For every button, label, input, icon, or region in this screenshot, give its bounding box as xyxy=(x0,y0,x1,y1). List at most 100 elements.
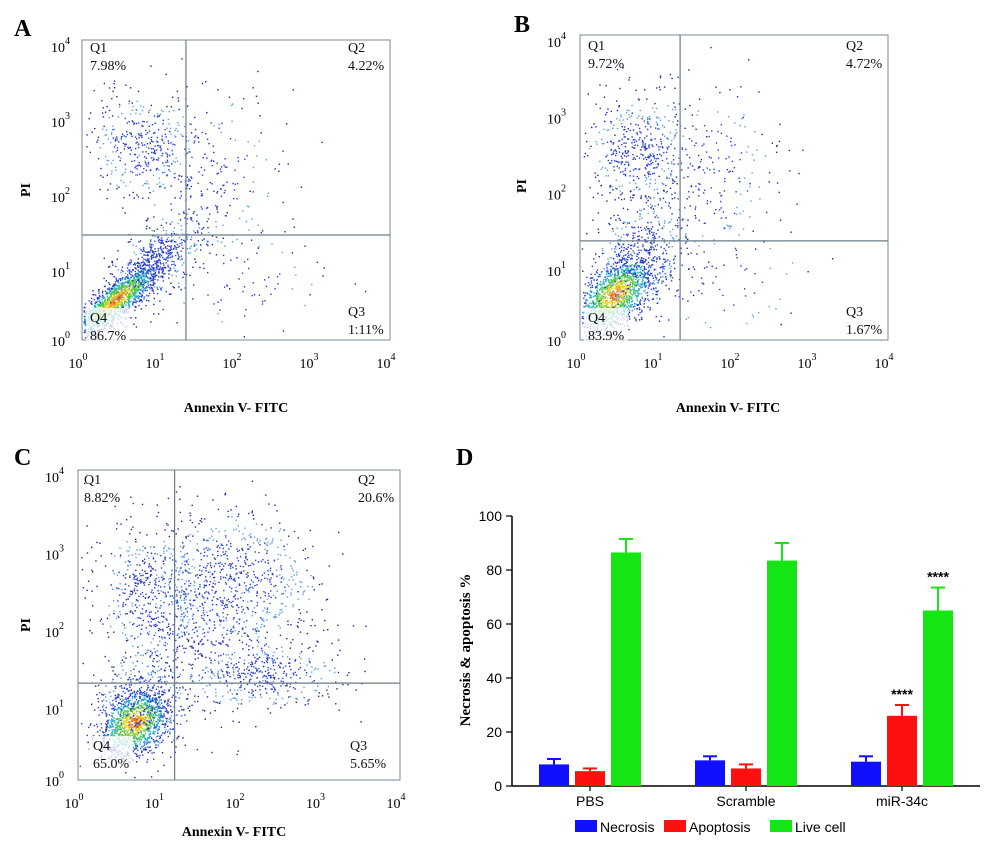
scatter-point xyxy=(647,270,650,273)
scatter-point xyxy=(612,153,614,155)
scatter-point xyxy=(664,116,666,118)
scatter-point xyxy=(165,290,167,293)
scatter-point xyxy=(644,281,646,283)
scatter-point xyxy=(725,158,727,160)
scatter-point xyxy=(643,119,645,122)
scatter-point xyxy=(663,225,665,227)
scatter-point xyxy=(97,136,100,138)
scatter-point xyxy=(171,260,173,263)
scatter-point xyxy=(241,242,243,245)
scatter-point xyxy=(167,236,169,239)
scatter-point xyxy=(620,116,622,118)
scatter-point xyxy=(153,256,155,258)
scatter-point xyxy=(102,176,104,178)
scatter-point xyxy=(637,257,640,259)
scatter-point xyxy=(144,160,146,162)
scatter-point xyxy=(657,157,660,160)
scatter-point xyxy=(154,152,157,155)
scatter-point xyxy=(636,186,638,189)
scatter-point xyxy=(583,306,585,308)
scatter-point xyxy=(645,196,647,198)
scatter-point xyxy=(648,146,650,149)
scatter-point xyxy=(672,179,674,181)
scatter-point xyxy=(671,236,674,239)
scatter-point xyxy=(588,147,591,150)
scatter-point xyxy=(642,116,644,118)
scatter-point xyxy=(232,182,234,185)
scatter-point xyxy=(139,292,141,295)
scatter-point xyxy=(686,154,688,156)
scatter-point xyxy=(622,264,625,266)
scatter-point xyxy=(605,278,607,281)
scatter-point xyxy=(229,204,231,207)
scatter-point xyxy=(149,109,151,111)
scatter-point xyxy=(243,286,246,288)
scatter-point xyxy=(154,271,157,273)
scatter-point xyxy=(722,294,724,297)
scatter-point xyxy=(625,142,627,144)
scatter-point xyxy=(132,300,134,302)
scatter-point xyxy=(143,274,145,276)
scatter-point xyxy=(610,217,612,219)
scatter-point xyxy=(645,183,648,185)
scatter-point xyxy=(644,156,647,159)
y-tick-label: 102 xyxy=(51,186,70,206)
scatter-point xyxy=(130,276,133,278)
scatter-point xyxy=(636,274,638,276)
scatter-point xyxy=(623,302,625,304)
scatter-point xyxy=(188,139,190,142)
scatter-point xyxy=(84,323,87,325)
scatter-point xyxy=(103,295,105,298)
scatter-point xyxy=(604,286,607,288)
scatter-point xyxy=(638,249,640,251)
scatter-point xyxy=(651,273,653,275)
scatter-point xyxy=(717,130,719,133)
scatter-point xyxy=(113,305,115,307)
scatter-point xyxy=(114,138,117,141)
scatter-point xyxy=(192,266,194,268)
scatter-point xyxy=(159,247,162,250)
scatter-point xyxy=(111,132,113,134)
scatter-point xyxy=(616,280,618,282)
scatter-point xyxy=(688,268,690,270)
scatter-point xyxy=(146,270,148,273)
scatter-point xyxy=(769,267,771,270)
scatter-point xyxy=(161,109,163,111)
scatter-point xyxy=(162,242,164,244)
scatter-point xyxy=(637,290,639,292)
scatter-point xyxy=(162,152,164,155)
scatter-point xyxy=(684,108,686,110)
scatter-point xyxy=(611,281,613,284)
scatter-point xyxy=(217,301,219,303)
scatter-point xyxy=(641,146,643,148)
scatter-point xyxy=(611,295,614,297)
scatter-point xyxy=(641,280,644,282)
scatter-point xyxy=(623,163,626,166)
y-tick-label: 103 xyxy=(547,107,566,127)
scatter-point xyxy=(130,289,133,291)
scatter-point xyxy=(164,272,166,275)
scatter-point xyxy=(629,170,631,173)
scatter-point xyxy=(162,110,164,113)
scatter-point xyxy=(629,182,631,184)
scatter-point xyxy=(628,251,630,253)
scatter-point xyxy=(98,298,100,300)
scatter-point xyxy=(134,299,137,301)
scatter-point xyxy=(138,161,140,164)
scatter-point xyxy=(636,299,638,302)
scatter-point xyxy=(660,276,662,278)
scatter-point xyxy=(591,265,594,268)
scatter-point xyxy=(788,149,791,152)
scatter-point xyxy=(145,182,147,185)
scatter-point xyxy=(226,181,228,183)
scatter-point xyxy=(134,290,136,292)
scatter-point xyxy=(638,266,640,268)
scatter-point xyxy=(645,250,647,252)
scatter-point xyxy=(112,291,114,293)
scatter-point xyxy=(241,272,244,274)
scatter-point xyxy=(584,292,587,294)
scatter-point xyxy=(149,240,152,242)
scatter-point xyxy=(645,226,648,228)
scatter-point xyxy=(698,98,701,100)
scatter-point xyxy=(646,177,648,180)
